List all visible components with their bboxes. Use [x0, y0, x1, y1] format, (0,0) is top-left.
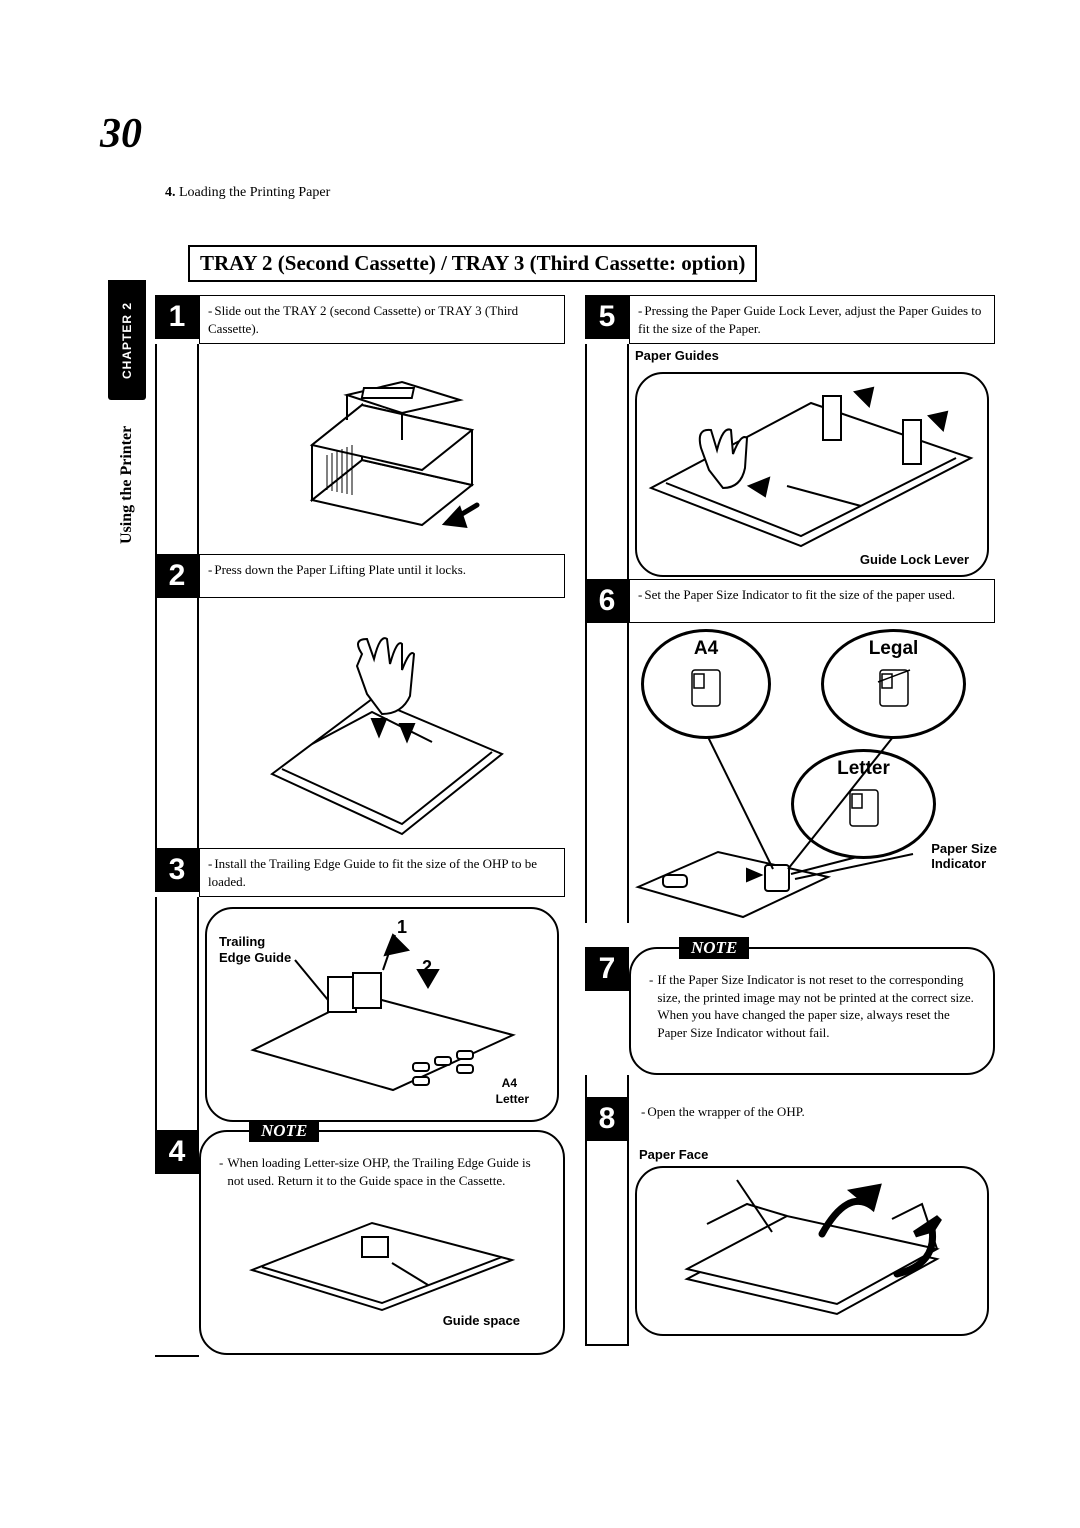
- note-label: NOTE: [679, 937, 749, 959]
- step-4-header: 4 NOTE - When loading Letter-size OHP, t…: [155, 1130, 565, 1355]
- step-6-number: 6: [585, 579, 629, 623]
- step-5-text: -Pressing the Paper Guide Lock Lever, ad…: [629, 295, 995, 344]
- step-2-body: [155, 598, 565, 848]
- bubble-legal-label: Legal: [869, 638, 919, 660]
- step-6-text-content: Set the Paper Size Indicator to fit the …: [644, 587, 955, 602]
- step-1-header: 1 -Slide out the TRAY 2 (second Cassette…: [155, 295, 565, 344]
- label-paper-guides: Paper Guides: [635, 348, 719, 363]
- sidebar-tab: CHAPTER 2 Using the Printer: [108, 280, 146, 570]
- label-psi-1: Paper Size: [931, 841, 997, 856]
- section-title: TRAY 2 (Second Cassette) / TRAY 3 (Third…: [188, 245, 757, 282]
- step-7-header: 7 NOTE - If the Paper Size Indicator is …: [585, 947, 995, 1075]
- step-3-number: 3: [155, 848, 199, 892]
- step-8-header: 8 -Open the wrapper of the OHP.: [585, 1097, 995, 1141]
- step-spacer: [155, 598, 199, 848]
- step-2-text: -Press down the Paper Lifting Plate unti…: [199, 554, 565, 598]
- step-3-text-content: Install the Trailing Edge Guide to fit t…: [208, 856, 537, 889]
- breadcrumb: 4. Loading the Printing Paper: [165, 185, 330, 201]
- step-3-illustration: Trailing Edge Guide 1 2: [199, 897, 565, 1130]
- label-guide-lock-lever: Guide Lock Lever: [860, 552, 969, 567]
- label-psi-2: Indicator: [931, 856, 986, 871]
- step-6-illustration: A4 Legal Letter: [629, 623, 995, 923]
- step-spacer: [585, 344, 629, 579]
- step-2-header: 2 -Press down the Paper Lifting Plate un…: [155, 554, 565, 598]
- note-label: NOTE: [249, 1120, 319, 1142]
- step-5-body: Paper Guides: [585, 344, 995, 579]
- step-columns: 1 -Slide out the TRAY 2 (second Cassette…: [155, 295, 995, 1357]
- step-6-header: 6 -Set the Paper Size Indicator to fit t…: [585, 579, 995, 623]
- step-5-illustration: Paper Guides: [629, 344, 995, 579]
- step-2-number: 2: [155, 554, 199, 598]
- step-1-body: [155, 344, 565, 554]
- step-spacer: [585, 623, 629, 923]
- step-1-illustration: [199, 344, 565, 554]
- step-3-text: -Install the Trailing Edge Guide to fit …: [199, 848, 565, 897]
- step-1-text-content: Slide out the TRAY 2 (second Cassette) o…: [208, 303, 518, 336]
- step-8-number: 8: [585, 1097, 629, 1141]
- step-8-illustration: Paper Face: [629, 1141, 995, 1344]
- breadcrumb-text: Loading the Printing Paper: [179, 185, 330, 200]
- breadcrumb-number: 4.: [165, 185, 176, 200]
- step-1-number: 1: [155, 295, 199, 339]
- step-8-body: Paper Face: [585, 1141, 995, 1344]
- step-7-note-text: If the Paper Size Indicator is not reset…: [657, 971, 975, 1041]
- label-paper-size-indicator: Paper Size Indicator: [931, 841, 997, 871]
- bubble-a4-label: A4: [694, 638, 718, 660]
- label-guide-space: Guide space: [443, 1312, 520, 1330]
- step-8-text-content: Open the wrapper of the OHP.: [647, 1104, 804, 1119]
- step-4-number: 4: [155, 1130, 199, 1174]
- step-spacer: [585, 1141, 629, 1344]
- step-3-header: 3 -Install the Trailing Edge Guide to fi…: [155, 848, 565, 897]
- step-1-text: -Slide out the TRAY 2 (second Cassette) …: [199, 295, 565, 344]
- step-5-text-content: Pressing the Paper Guide Lock Lever, adj…: [638, 303, 981, 336]
- step-4-note-text: When loading Letter-size OHP, the Traili…: [227, 1154, 545, 1189]
- step-6-body: A4 Legal Letter: [585, 623, 995, 923]
- step-2-illustration: [199, 598, 565, 848]
- step-spacer: [155, 344, 199, 554]
- sidebar-section: Using the Printer: [108, 400, 146, 570]
- bubble-letter: Letter: [791, 749, 936, 859]
- left-column: 1 -Slide out the TRAY 2 (second Cassette…: [155, 295, 565, 1357]
- step-5-number: 5: [585, 295, 629, 339]
- step-8-text: -Open the wrapper of the OHP.: [629, 1097, 995, 1141]
- page-number: 30: [100, 110, 142, 158]
- label-paper-face: Paper Face: [639, 1147, 991, 1162]
- right-column: 5 -Pressing the Paper Guide Lock Lever, …: [585, 295, 995, 1357]
- step-7-number: 7: [585, 947, 629, 991]
- step-3-body: Trailing Edge Guide 1 2: [155, 897, 565, 1130]
- step-6-text: -Set the Paper Size Indicator to fit the…: [629, 579, 995, 623]
- step-2-text-content: Press down the Paper Lifting Plate until…: [214, 562, 466, 577]
- step-spacer: [155, 897, 199, 1130]
- step-5-header: 5 -Pressing the Paper Guide Lock Lever, …: [585, 295, 995, 344]
- label-a4: A4: [502, 1076, 517, 1090]
- sidebar-chapter: CHAPTER 2: [108, 280, 146, 400]
- label-letter: Letter: [496, 1092, 529, 1106]
- bubble-letter-label: Letter: [837, 758, 890, 780]
- bubble-a4: A4: [641, 629, 771, 739]
- bubble-legal: Legal: [821, 629, 966, 739]
